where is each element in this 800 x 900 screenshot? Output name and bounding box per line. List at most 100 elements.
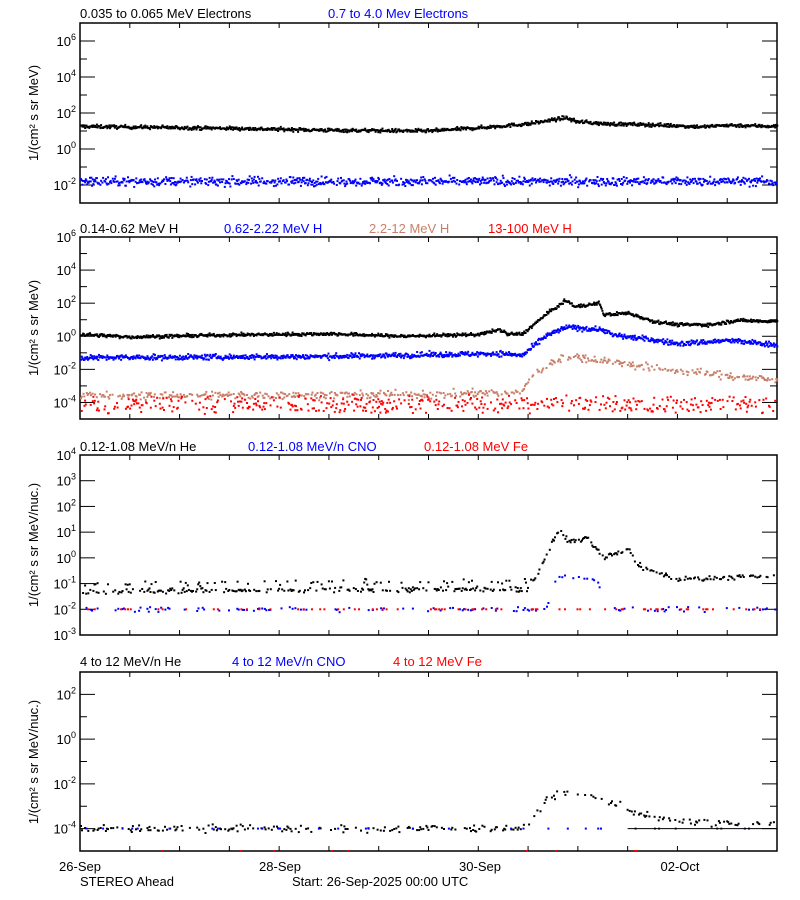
data-point (703, 124, 706, 127)
data-point (420, 128, 423, 131)
data-point (673, 124, 676, 126)
data-point (228, 357, 230, 360)
data-point (365, 355, 368, 358)
data-point (574, 119, 577, 122)
data-point (398, 355, 401, 358)
data-point (93, 355, 96, 358)
data-point (709, 374, 712, 377)
data-point (591, 328, 594, 331)
data-point (183, 358, 186, 360)
data-point (639, 364, 642, 367)
data-point (519, 123, 522, 126)
data-point (441, 334, 444, 337)
data-point (294, 409, 297, 412)
data-point (695, 180, 698, 183)
data-point (659, 122, 662, 125)
data-point (499, 179, 502, 182)
data-point (386, 354, 389, 357)
data-point (581, 305, 584, 308)
data-point (110, 182, 113, 185)
data-point (243, 334, 246, 337)
data-point (91, 400, 94, 403)
data-point (391, 408, 394, 411)
data-point (518, 353, 521, 356)
data-point (327, 333, 330, 335)
data-point (537, 120, 540, 123)
data-point (353, 409, 356, 412)
data-point (102, 394, 105, 397)
data-point (602, 123, 605, 126)
data-point (472, 394, 475, 397)
data-point (716, 180, 719, 183)
data-point (165, 176, 168, 179)
data-point (263, 180, 266, 183)
data-point (579, 396, 582, 399)
data-point (164, 391, 167, 394)
data-point (568, 300, 571, 303)
data-point (760, 180, 763, 183)
data-point (379, 411, 382, 414)
data-point (602, 328, 605, 331)
data-point (156, 357, 159, 360)
data-point (632, 364, 635, 367)
data-point (425, 182, 427, 185)
data-point (214, 406, 217, 408)
data-point (774, 181, 777, 184)
data-point (584, 406, 587, 409)
data-point (548, 120, 551, 123)
data-point (748, 185, 751, 188)
data-point (401, 183, 404, 186)
data-point (84, 399, 87, 402)
data-point (362, 394, 365, 397)
data-point (104, 178, 107, 181)
data-point (249, 397, 252, 400)
data-point (594, 325, 597, 328)
data-point (197, 395, 199, 398)
data-point (377, 392, 380, 395)
data-point (191, 333, 194, 336)
data-point (107, 356, 109, 359)
data-point (313, 407, 315, 410)
data-point (189, 127, 192, 130)
data-point (279, 180, 282, 183)
data-point (553, 361, 556, 364)
data-point (390, 391, 393, 394)
data-point (252, 335, 255, 337)
data-point (136, 337, 138, 340)
data-point (168, 396, 170, 399)
data-point (751, 179, 754, 182)
data-point (308, 356, 311, 359)
data-point (263, 402, 266, 405)
data-point (127, 398, 130, 401)
data-point (440, 353, 443, 356)
data-point (111, 356, 114, 359)
legend-entry: 0.14-0.62 MeV H (80, 221, 178, 236)
data-point (155, 336, 158, 339)
data-point (306, 403, 309, 406)
data-point (387, 334, 390, 337)
data-point (227, 356, 230, 359)
data-point (435, 394, 438, 397)
data-point (456, 127, 459, 130)
data-point (373, 180, 376, 183)
data-point (624, 311, 627, 314)
data-point (631, 336, 634, 339)
data-point (490, 331, 493, 334)
data-point (140, 178, 143, 181)
data-point (109, 126, 112, 129)
data-point (107, 176, 109, 179)
data-point (611, 122, 614, 125)
data-point (476, 398, 479, 400)
data-point (714, 124, 717, 127)
data-point (207, 126, 210, 129)
data-point (431, 393, 434, 396)
data-point (265, 402, 268, 405)
data-point (172, 406, 175, 409)
data-point (147, 334, 150, 337)
data-point (386, 130, 389, 133)
data-point (104, 395, 107, 398)
data-point (655, 181, 658, 184)
data-point (128, 335, 131, 338)
data-point (154, 358, 157, 361)
data-point (455, 354, 458, 356)
